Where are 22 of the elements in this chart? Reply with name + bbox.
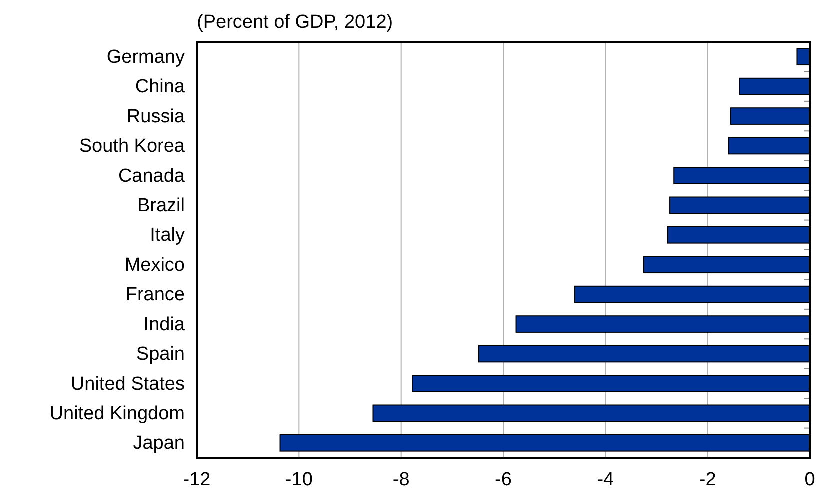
y-tick-label: United Kingdom xyxy=(50,404,185,425)
y-tick-label: South Korea xyxy=(79,136,186,158)
y-tick-label: Germany xyxy=(106,46,186,68)
y-tick-label: Russia xyxy=(126,106,186,128)
y-tick-label: Mexico xyxy=(124,254,185,276)
x-tick-label: -12 xyxy=(183,469,211,490)
y-tick-label: Brazil xyxy=(137,196,185,217)
y-tick-label: Japan xyxy=(133,433,185,454)
chart-title: (Percent of GDP, 2012) xyxy=(197,12,394,33)
y-tick-label: France xyxy=(126,284,185,306)
y-tick-label: India xyxy=(144,314,186,336)
x-tick-label: -10 xyxy=(285,469,313,490)
x-tick-label: -6 xyxy=(495,469,512,490)
y-tick-label: Spain xyxy=(136,344,185,366)
y-tick-label: Canada xyxy=(118,166,186,187)
x-tick-label: -4 xyxy=(597,469,615,490)
y-tick-label: United States xyxy=(70,374,185,395)
y-tick-label: Italy xyxy=(150,225,186,246)
x-tick-label: 0 xyxy=(804,469,816,490)
x-tick-label: -2 xyxy=(699,469,716,490)
x-tick-label: -8 xyxy=(392,469,410,490)
y-tick-label: China xyxy=(135,76,186,98)
